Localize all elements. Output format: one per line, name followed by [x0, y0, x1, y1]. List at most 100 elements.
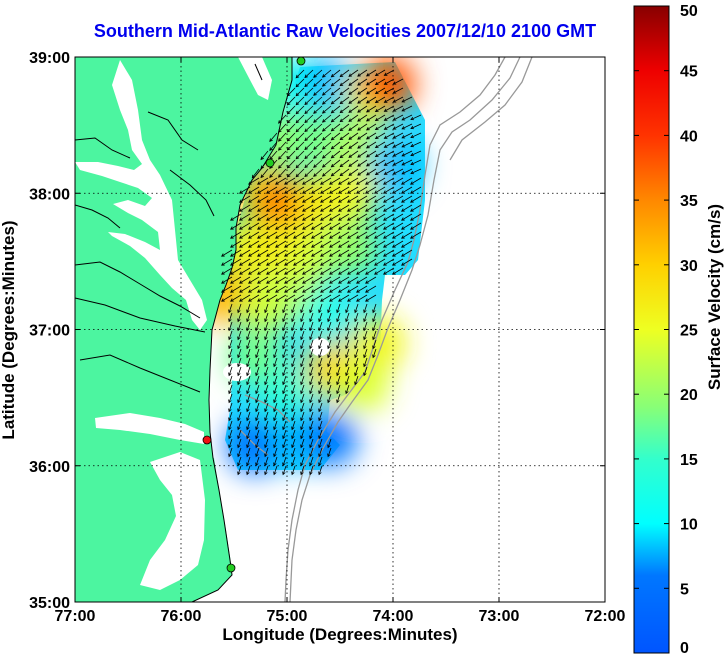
- velocity-vector: [273, 312, 278, 322]
- velocity-vector: [295, 123, 305, 133]
- vector-arrowhead: [410, 170, 415, 175]
- velocity-vector: [246, 420, 251, 430]
- velocity-vector: [293, 231, 305, 239]
- vector-arrowhead: [321, 155, 326, 159]
- velocity-vector: [239, 186, 251, 194]
- vector-arrowhead: [282, 390, 286, 395]
- velocity-vector: [336, 303, 341, 313]
- vector-arrowhead: [255, 399, 259, 404]
- velocity-vector: [383, 177, 395, 185]
- vector-arrowhead: [248, 208, 252, 212]
- vector-arrowhead: [246, 435, 250, 440]
- velocity-vector: [311, 267, 323, 275]
- vector-arrowhead: [374, 117, 379, 122]
- velocity-vector: [228, 375, 233, 385]
- velocity-vector: [300, 411, 305, 421]
- velocity-vector: [266, 249, 278, 257]
- velocity-vector: [375, 159, 386, 166]
- vector-arrowhead: [304, 92, 308, 97]
- velocity-vector: [248, 204, 260, 212]
- velocity-vector: [239, 294, 251, 302]
- velocity-vector: [295, 150, 305, 160]
- velocity-vector: [327, 339, 332, 349]
- velocity-vector: [392, 240, 404, 248]
- vector-arrowhead: [228, 417, 232, 422]
- velocity-vector: [354, 357, 359, 367]
- vector-arrowhead: [228, 318, 232, 323]
- vector-arrowhead: [329, 235, 333, 239]
- vector-arrowhead: [347, 262, 351, 266]
- vector-arrowhead: [383, 135, 388, 139]
- velocity-vector: [313, 132, 323, 141]
- velocity-vector: [293, 249, 305, 257]
- vector-arrowhead: [291, 354, 295, 359]
- velocity-vector: [347, 213, 359, 221]
- velocity-vector: [393, 132, 404, 139]
- vector-arrowhead: [365, 235, 369, 239]
- velocity-vector: [363, 321, 368, 331]
- velocity-vector: [322, 105, 332, 114]
- velocity-vector: [266, 285, 278, 293]
- vector-arrowhead: [356, 199, 360, 203]
- velocity-vector: [239, 213, 251, 221]
- velocity-vector: [239, 231, 251, 239]
- vector-arrowhead: [401, 99, 406, 103]
- vector-arrowhead: [410, 181, 414, 185]
- velocity-vector: [393, 123, 404, 130]
- velocity-vector: [257, 285, 269, 293]
- vector-arrowhead: [300, 435, 304, 440]
- vector-arrowhead: [246, 426, 250, 431]
- velocity-vector: [339, 168, 350, 176]
- vector-arrowhead: [248, 280, 252, 284]
- velocity-vector: [347, 285, 359, 293]
- vector-arrowhead: [320, 271, 324, 275]
- colorbar-tick-label: 35: [680, 193, 698, 210]
- vector-arrowhead: [320, 280, 324, 284]
- vector-arrowhead: [329, 280, 333, 284]
- velocity-vector: [291, 339, 296, 349]
- vector-arrowhead: [338, 226, 342, 230]
- vector-arrowhead: [278, 138, 282, 142]
- velocity-vector: [331, 78, 341, 87]
- velocity-vector: [357, 114, 368, 122]
- vector-arrowhead: [338, 208, 342, 212]
- velocity-vector: [257, 267, 269, 275]
- velocity-vector: [347, 276, 359, 284]
- velocity-vector: [273, 375, 278, 385]
- vector-arrowhead: [365, 199, 369, 203]
- vector-arrowhead: [246, 363, 250, 368]
- vector-arrowhead: [383, 162, 388, 166]
- velocity-vector: [354, 312, 359, 322]
- velocity-vector: [257, 177, 269, 185]
- velocity-vector: [228, 330, 233, 340]
- vector-arrowhead: [257, 298, 261, 302]
- vector-arrowhead: [401, 208, 405, 212]
- vector-arrowhead: [401, 171, 406, 175]
- velocity-vector: [304, 123, 314, 132]
- velocity-vector: [339, 132, 350, 140]
- vector-arrowhead: [304, 101, 308, 106]
- velocity-vector: [228, 402, 233, 412]
- velocity-vector: [230, 258, 242, 266]
- velocity-vector: [313, 114, 323, 123]
- velocity-vector: [339, 78, 350, 86]
- velocity-vector: [264, 465, 269, 475]
- vector-arrowhead: [321, 164, 326, 168]
- velocity-vector: [239, 249, 251, 257]
- vector-arrowhead: [336, 381, 340, 386]
- vector-arrowhead: [278, 156, 282, 160]
- vector-arrowhead: [291, 399, 295, 404]
- vector-arrowhead: [339, 136, 344, 141]
- velocity-cell: [290, 110, 347, 167]
- vector-arrowhead: [357, 163, 361, 167]
- velocity-vector: [318, 312, 323, 322]
- vector-arrowhead: [311, 235, 315, 239]
- velocity-vector: [264, 348, 269, 358]
- velocity-vector: [338, 195, 350, 203]
- velocity-vector: [327, 438, 332, 448]
- velocity-vector: [264, 357, 269, 367]
- vector-arrowhead: [329, 298, 333, 302]
- velocity-vector: [365, 294, 377, 302]
- velocity-vector: [300, 303, 305, 313]
- vector-arrowhead: [401, 199, 405, 203]
